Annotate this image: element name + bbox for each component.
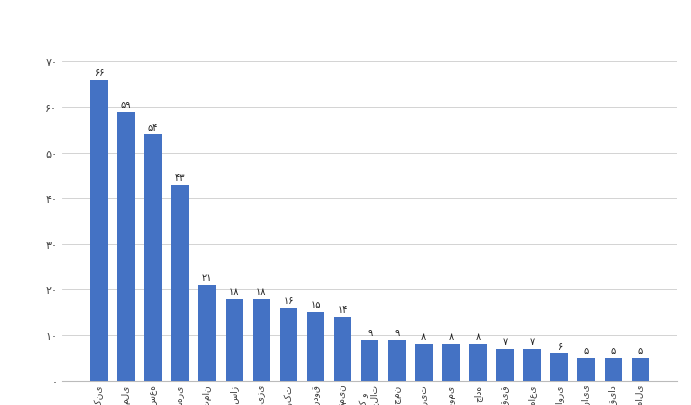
Bar: [415, 344, 433, 381]
Bar: [171, 185, 189, 381]
Text: ۵: ۵: [638, 345, 643, 355]
Text: ۸: ۸: [422, 332, 426, 341]
Bar: [334, 317, 352, 381]
Text: ۱۴: ۱۴: [337, 304, 348, 314]
Text: ۵: ۵: [611, 345, 616, 355]
Bar: [361, 340, 379, 381]
Bar: [253, 299, 270, 381]
Bar: [632, 358, 650, 381]
Text: ۶۶: ۶۶: [94, 68, 104, 78]
Text: ۱۸: ۱۸: [229, 286, 240, 296]
Text: ۶: ۶: [556, 341, 562, 351]
Bar: [496, 349, 514, 381]
Text: ۹: ۹: [394, 327, 399, 337]
Bar: [307, 313, 324, 381]
Bar: [442, 344, 460, 381]
Bar: [144, 135, 162, 381]
Bar: [605, 358, 622, 381]
Text: ۹: ۹: [367, 327, 372, 337]
Bar: [388, 340, 406, 381]
Text: ۷: ۷: [529, 336, 535, 346]
Text: ۷: ۷: [502, 336, 508, 346]
Text: ۱۸: ۱۸: [256, 286, 267, 296]
Text: ۸: ۸: [475, 332, 481, 341]
Bar: [90, 81, 108, 381]
Text: ۱۵: ۱۵: [310, 300, 321, 310]
Text: ۵۹: ۵۹: [121, 100, 131, 110]
Text: ۲۱: ۲۱: [202, 273, 213, 282]
Text: ۸: ۸: [448, 332, 453, 341]
Text: ۴۳: ۴۳: [175, 173, 185, 182]
Text: شکل ۵. تعداد تکرار کلیدواژگان اسامی سازمان‌های زیرمجموعه وزار تخانه‌ها: شکل ۵. تعداد تکرار کلیدواژگان اسامی سازم…: [57, 13, 634, 29]
Bar: [117, 112, 135, 381]
Bar: [469, 344, 486, 381]
Bar: [198, 285, 216, 381]
Bar: [551, 354, 568, 381]
Text: ۵۴: ۵۴: [148, 122, 158, 132]
Bar: [523, 349, 541, 381]
Bar: [280, 308, 297, 381]
Bar: [225, 299, 243, 381]
Text: ۱۶: ۱۶: [283, 295, 294, 305]
Bar: [578, 358, 595, 381]
Text: ۵: ۵: [584, 345, 589, 355]
